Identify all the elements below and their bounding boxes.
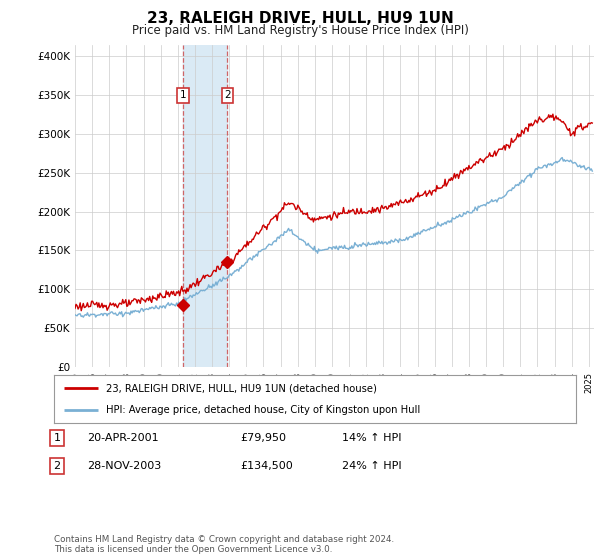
Text: HPI: Average price, detached house, City of Kingston upon Hull: HPI: Average price, detached house, City… — [106, 405, 421, 415]
Text: 14% ↑ HPI: 14% ↑ HPI — [342, 433, 401, 443]
Text: Price paid vs. HM Land Registry's House Price Index (HPI): Price paid vs. HM Land Registry's House … — [131, 24, 469, 36]
Text: £134,500: £134,500 — [240, 461, 293, 471]
Text: 23, RALEIGH DRIVE, HULL, HU9 1UN: 23, RALEIGH DRIVE, HULL, HU9 1UN — [146, 11, 454, 26]
Text: 1: 1 — [179, 90, 186, 100]
Text: 2: 2 — [224, 90, 231, 100]
Text: Contains HM Land Registry data © Crown copyright and database right 2024.
This d: Contains HM Land Registry data © Crown c… — [54, 535, 394, 554]
Text: 24% ↑ HPI: 24% ↑ HPI — [342, 461, 401, 471]
Text: 2: 2 — [53, 461, 61, 471]
Text: £79,950: £79,950 — [240, 433, 286, 443]
Text: 20-APR-2001: 20-APR-2001 — [87, 433, 158, 443]
Text: 23, RALEIGH DRIVE, HULL, HU9 1UN (detached house): 23, RALEIGH DRIVE, HULL, HU9 1UN (detach… — [106, 383, 377, 393]
Text: 28-NOV-2003: 28-NOV-2003 — [87, 461, 161, 471]
Text: 1: 1 — [53, 433, 61, 443]
Bar — [183, 45, 227, 367]
